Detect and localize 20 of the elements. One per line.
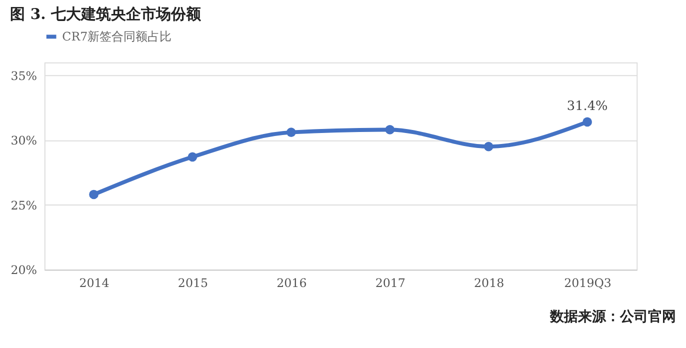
chart-title: 图 3. 七大建筑央企市场份额 bbox=[10, 4, 202, 23]
x-tick-label: 2016 bbox=[276, 276, 307, 290]
y-tick-label: 25% bbox=[10, 198, 38, 212]
x-tick-label: 2014 bbox=[79, 276, 110, 290]
point bbox=[89, 190, 98, 200]
source-note: 数据来源：公司官网 bbox=[549, 308, 676, 325]
x-tick-label: 2017 bbox=[375, 276, 406, 290]
point bbox=[385, 125, 395, 134]
point bbox=[188, 152, 198, 162]
point bbox=[286, 128, 296, 137]
y-tick-label: 30% bbox=[10, 134, 38, 148]
x-tick-label: 2015 bbox=[178, 276, 208, 290]
x-tick-label: 2018 bbox=[474, 276, 504, 290]
point bbox=[582, 117, 592, 127]
y-tick-label: 35% bbox=[10, 68, 38, 83]
y-tick-label: 20% bbox=[10, 263, 38, 278]
x-tick-label: 2019Q3 bbox=[564, 276, 612, 290]
data-label: 31.4% bbox=[566, 99, 608, 114]
point bbox=[484, 142, 494, 152]
legend-label: CR7新签合同额占比 bbox=[62, 30, 172, 44]
